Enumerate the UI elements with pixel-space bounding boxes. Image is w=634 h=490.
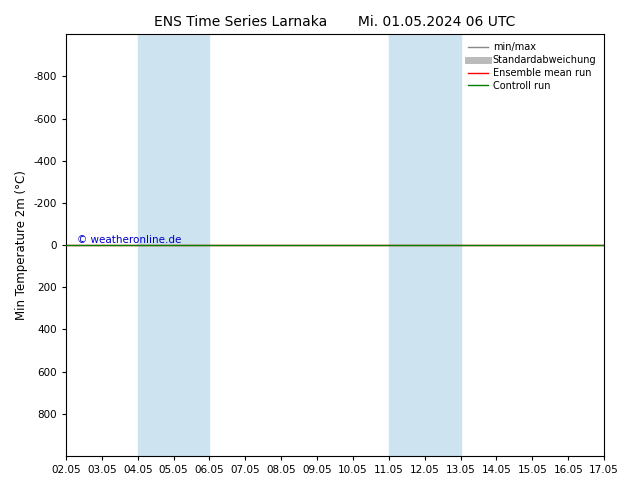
Bar [389,34,461,456]
Y-axis label: Min Temperature 2m (°C): Min Temperature 2m (°C) [15,170,28,320]
Title: ENS Time Series Larnaka       Mi. 01.05.2024 06 UTC: ENS Time Series Larnaka Mi. 01.05.2024 0… [154,15,515,29]
Text: © weatheronline.de: © weatheronline.de [77,235,181,245]
Legend: min/max, Standardabweichung, Ensemble mean run, Controll run: min/max, Standardabweichung, Ensemble me… [465,39,599,94]
Bar [138,34,209,456]
